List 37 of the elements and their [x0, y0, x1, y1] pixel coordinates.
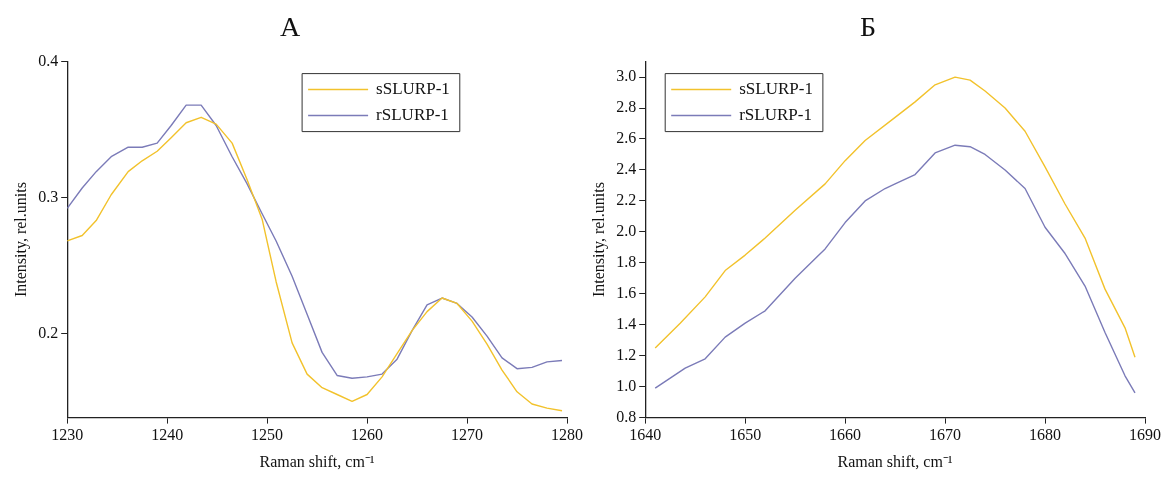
x-axis-title: Raman shift, cm⁻¹	[837, 452, 953, 470]
x-tick-label: 1270	[451, 426, 484, 444]
legend-label: sSLURP-1	[376, 79, 450, 99]
legend-label: sSLURP-1	[739, 79, 813, 99]
y-tick-label: 1.4	[616, 314, 637, 332]
x-tick-label: 1650	[729, 426, 762, 444]
chart-title: Б	[859, 11, 877, 43]
y-tick-label: 2.6	[616, 129, 637, 147]
y-tick-label: 2.4	[616, 160, 637, 178]
y-tick-label: 1.2	[616, 345, 637, 363]
x-tick-label: 1670	[929, 426, 962, 444]
x-tick-label: 1240	[151, 426, 184, 444]
y-tick-label: 0.4	[38, 51, 59, 69]
legend-label: rSLURP-1	[739, 105, 812, 125]
y-tick-label: 0.3	[38, 187, 59, 205]
x-tick-label: 1250	[251, 426, 284, 444]
y-tick-label: 0.8	[616, 407, 637, 425]
x-axis-title: Raman shift, cm⁻¹	[259, 452, 375, 470]
y-tick-label: 0.2	[38, 323, 59, 341]
x-tick-label: 1690	[1129, 426, 1161, 444]
y-tick-label: 2.2	[616, 191, 637, 209]
x-tick-label: 1680	[1029, 426, 1062, 444]
x-tick-label: 1230	[51, 426, 84, 444]
chart-title: А	[279, 11, 301, 43]
y-tick-label: 2.8	[616, 98, 637, 116]
y-axis-title: Intensity, rel.units	[11, 182, 30, 298]
x-tick-label: 1260	[351, 426, 384, 444]
y-tick-label: 1.6	[616, 283, 637, 301]
x-tick-label: 1660	[829, 426, 862, 444]
y-tick-label: 2.0	[616, 222, 637, 240]
x-tick-label: 1280	[551, 426, 583, 444]
y-tick-label: 1.0	[616, 376, 637, 394]
y-tick-label: 3.0	[616, 67, 637, 85]
x-tick-label: 1640	[629, 426, 662, 444]
legend-label: rSLURP-1	[376, 105, 449, 125]
y-tick-label: 1.8	[616, 253, 637, 271]
y-axis-title: Intensity, rel.units	[589, 182, 608, 298]
